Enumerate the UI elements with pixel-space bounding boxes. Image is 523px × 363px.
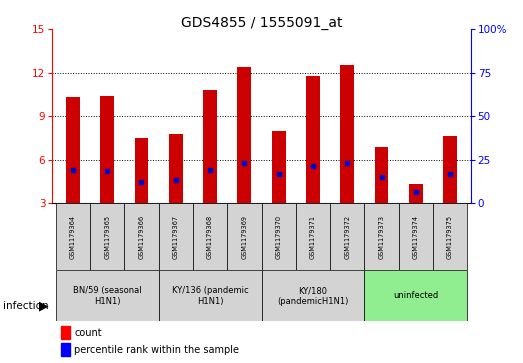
Text: GSM1179375: GSM1179375 <box>447 215 453 259</box>
Bar <box>66 97 79 203</box>
Text: GDS4855 / 1555091_at: GDS4855 / 1555091_at <box>181 16 342 30</box>
FancyBboxPatch shape <box>56 203 90 270</box>
Bar <box>237 67 251 203</box>
FancyBboxPatch shape <box>158 203 193 270</box>
Text: GSM1179368: GSM1179368 <box>207 215 213 259</box>
Text: ▶: ▶ <box>39 299 49 312</box>
Text: GSM1179367: GSM1179367 <box>173 215 179 259</box>
FancyBboxPatch shape <box>433 203 467 270</box>
Text: GSM1179364: GSM1179364 <box>70 215 76 259</box>
Text: infection: infection <box>3 301 48 311</box>
Bar <box>61 343 70 356</box>
Text: KY/136 (pandemic
H1N1): KY/136 (pandemic H1N1) <box>172 286 248 306</box>
Text: percentile rank within the sample: percentile rank within the sample <box>74 344 239 355</box>
FancyBboxPatch shape <box>365 203 399 270</box>
Text: BN/59 (seasonal
H1N1): BN/59 (seasonal H1N1) <box>73 286 142 306</box>
Text: GSM1179372: GSM1179372 <box>344 215 350 259</box>
FancyBboxPatch shape <box>124 203 158 270</box>
Text: GSM1179374: GSM1179374 <box>413 215 419 259</box>
Bar <box>444 136 457 203</box>
Bar <box>134 138 149 203</box>
FancyBboxPatch shape <box>227 203 262 270</box>
FancyBboxPatch shape <box>399 203 433 270</box>
FancyBboxPatch shape <box>56 270 158 321</box>
FancyBboxPatch shape <box>262 270 365 321</box>
FancyBboxPatch shape <box>262 203 296 270</box>
Bar <box>306 76 320 203</box>
Bar <box>169 134 183 203</box>
Text: GSM1179365: GSM1179365 <box>104 215 110 259</box>
Text: GSM1179369: GSM1179369 <box>241 215 247 259</box>
Text: GSM1179366: GSM1179366 <box>139 215 144 259</box>
Bar <box>272 131 286 203</box>
FancyBboxPatch shape <box>193 203 227 270</box>
Text: GSM1179373: GSM1179373 <box>379 215 384 259</box>
Text: GSM1179371: GSM1179371 <box>310 215 316 259</box>
Bar <box>409 184 423 203</box>
Text: uninfected: uninfected <box>393 291 438 300</box>
FancyBboxPatch shape <box>90 203 124 270</box>
Text: GSM1179370: GSM1179370 <box>276 215 282 259</box>
Bar <box>203 90 217 203</box>
FancyBboxPatch shape <box>296 203 330 270</box>
FancyBboxPatch shape <box>330 203 365 270</box>
Bar <box>100 96 114 203</box>
Bar <box>61 326 70 339</box>
Bar <box>374 147 389 203</box>
Bar <box>340 65 354 203</box>
Text: KY/180
(pandemicH1N1): KY/180 (pandemicH1N1) <box>277 286 349 306</box>
Text: count: count <box>74 327 101 338</box>
FancyBboxPatch shape <box>158 270 262 321</box>
FancyBboxPatch shape <box>365 270 467 321</box>
